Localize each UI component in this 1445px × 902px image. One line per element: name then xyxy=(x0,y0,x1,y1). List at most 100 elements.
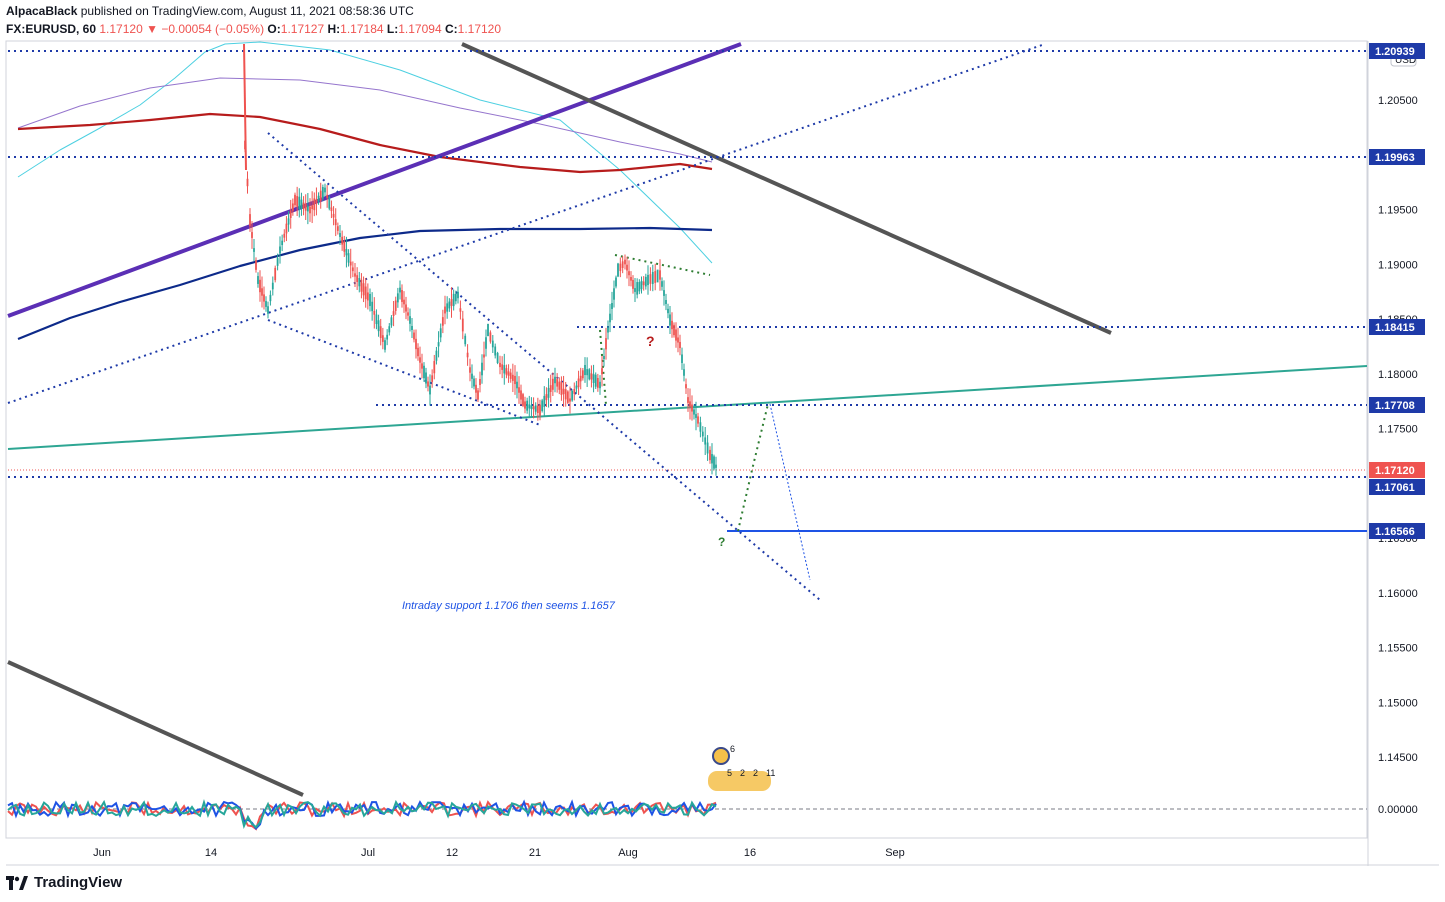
candle-body xyxy=(315,199,318,204)
candle-body xyxy=(613,288,615,300)
candle-body xyxy=(439,328,442,338)
event-marker-bottom-icon[interactable] xyxy=(708,771,771,791)
candle-body xyxy=(263,294,265,302)
plot-frame xyxy=(5,40,1368,839)
candle-body xyxy=(711,454,713,464)
symbol-name[interactable]: FX:EURUSD, 60 xyxy=(6,22,97,36)
author-name[interactable]: AlpacaBlack xyxy=(6,4,78,18)
candle-body xyxy=(704,437,707,445)
event-count-bottom: 5 xyxy=(727,768,732,778)
candle-body xyxy=(526,400,529,411)
candle-body xyxy=(590,373,593,380)
low-value: 1.17094 xyxy=(398,22,442,36)
candle-body xyxy=(511,374,514,381)
candle-body xyxy=(435,350,438,361)
candle-body xyxy=(388,326,391,333)
candle-body xyxy=(644,276,647,287)
price-tick-label: 1.19500 xyxy=(1378,205,1418,217)
candle-body xyxy=(330,207,333,212)
candle-body xyxy=(569,398,571,402)
candle-body xyxy=(573,389,576,394)
candle-body xyxy=(507,371,510,376)
candle-body xyxy=(427,381,429,387)
candle-body xyxy=(642,281,645,286)
candle-body xyxy=(624,259,626,265)
price-label-box xyxy=(1369,319,1425,335)
footer-brand[interactable]: TradingView xyxy=(6,874,122,891)
candle-body xyxy=(713,456,715,469)
oscillator-tick-label: 0.00000 xyxy=(1378,804,1418,816)
candle-body xyxy=(524,401,526,409)
candle-body xyxy=(518,387,520,393)
candle-body xyxy=(304,203,307,211)
candle-body xyxy=(479,378,481,386)
candle-body xyxy=(349,261,352,266)
candle-body xyxy=(473,378,475,387)
price-label-text: 1.17708 xyxy=(1375,400,1415,412)
candle-body xyxy=(715,464,717,468)
candle-body xyxy=(362,283,365,296)
candle-body xyxy=(381,335,384,342)
candle-body xyxy=(685,384,687,389)
candle-body xyxy=(483,354,485,358)
candle-body xyxy=(494,346,497,356)
last-price: 1.17120 xyxy=(99,22,143,36)
candle-body xyxy=(564,389,567,400)
price-label-box xyxy=(1369,479,1425,495)
candle-body xyxy=(461,318,464,332)
ma-navy-line xyxy=(17,226,713,341)
oscillator-line xyxy=(7,799,717,831)
candle-body xyxy=(276,258,279,266)
high-label: H: xyxy=(327,22,341,36)
projection-down-path xyxy=(769,403,811,581)
candle-body xyxy=(429,385,431,395)
candle-body xyxy=(514,375,516,385)
dotted-channel-upper xyxy=(7,43,1046,404)
candle-body xyxy=(536,405,539,414)
candle-body xyxy=(530,405,533,409)
candle-body xyxy=(471,373,473,379)
candle-body xyxy=(522,394,524,406)
price-tick-label: 1.14500 xyxy=(1378,752,1418,764)
candle-body xyxy=(665,300,667,304)
candle-body xyxy=(505,368,508,375)
candle-body xyxy=(336,226,339,231)
price-label-text: 1.16566 xyxy=(1375,526,1415,538)
tradingview-logo-icon xyxy=(6,875,28,890)
candle-body xyxy=(626,264,628,271)
candle-body xyxy=(481,362,483,376)
candle-body xyxy=(261,288,263,296)
price-label-text: 1.19963 xyxy=(1375,152,1415,164)
candle-body xyxy=(677,337,679,343)
candle-body xyxy=(431,375,434,382)
dotted-channel-left xyxy=(267,132,821,601)
candle-body xyxy=(294,194,296,206)
event-marker-top-icon[interactable] xyxy=(712,747,730,765)
price-change: ▼ −0.00054 (−0.05%) xyxy=(146,22,265,36)
candle-body xyxy=(399,287,401,293)
candle-body xyxy=(549,385,552,392)
candle-body xyxy=(628,271,630,276)
ma-red-line xyxy=(17,112,713,174)
candle-body xyxy=(491,340,494,348)
candle-body xyxy=(457,291,459,299)
candle-body xyxy=(311,205,314,210)
candle-body xyxy=(437,342,440,347)
candle-body xyxy=(384,340,386,350)
candle-body xyxy=(419,357,421,363)
candle-body xyxy=(551,378,554,390)
candle-body xyxy=(421,363,423,369)
time-tick-label: Aug xyxy=(618,847,638,859)
candle-body xyxy=(683,369,685,376)
candle-body xyxy=(579,375,582,382)
oscillator xyxy=(7,799,717,831)
candle-body xyxy=(667,308,669,314)
price-axis[interactable]: 1.205001.200001.195001.190001.185001.180… xyxy=(1378,95,1418,816)
candle-body xyxy=(259,279,261,293)
candle-body xyxy=(283,233,286,238)
candle-body xyxy=(246,178,249,187)
open-value: 1.17127 xyxy=(280,22,325,36)
candle-body xyxy=(425,372,427,384)
candle-body xyxy=(409,316,411,324)
